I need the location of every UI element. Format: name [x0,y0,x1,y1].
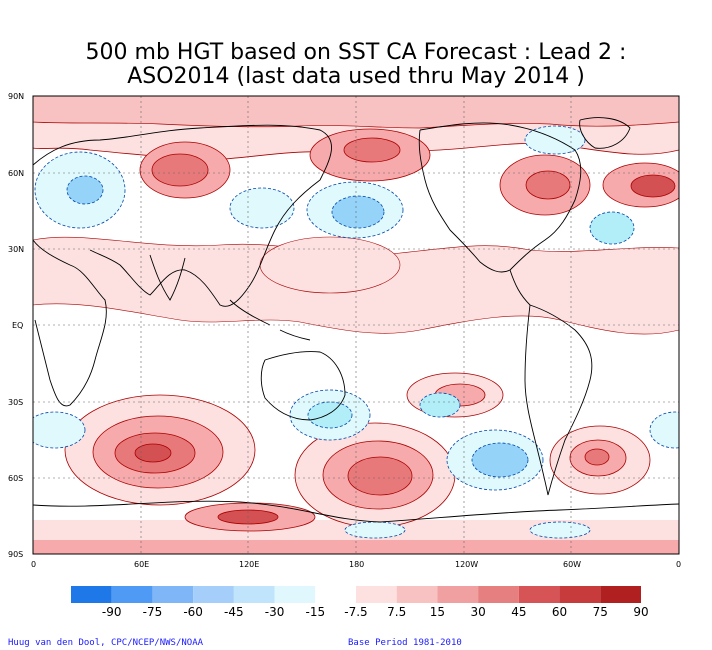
colorbar-label: 45 [511,605,526,619]
colorbar-swatch [233,586,275,603]
coast-south-america [524,304,593,496]
sh-positive-indian-center [134,443,172,463]
lon-label-120w: 120W [455,560,478,569]
coast-india [149,254,186,301]
coast-africa [33,239,107,407]
coast-australia [260,351,346,421]
nh-positive-atlantic-core [630,174,676,198]
coastlines [33,117,679,523]
credit-text: Huug van den Dool, CPC/NCEP/NWS/NOAA [8,638,204,648]
lat-label-90n: 90N [8,92,24,101]
coast-antarctica [33,500,679,523]
colorbar-swatch [193,586,234,603]
colorbar-label: -30 [265,605,285,619]
colorbar-swatch [559,586,601,603]
colorbar-swatch [437,586,479,603]
colorbar-label: 90 [633,605,648,619]
colorbar-label: 7.5 [387,605,406,619]
chart-title-line-1: 500 mb HGT based on SST CA Forecast : Le… [85,40,627,65]
colorbar-label: 15 [430,605,445,619]
colorbar-label: 60 [552,605,567,619]
sh-negative-east-atlantic [649,411,679,449]
colorbar-swatch [518,586,560,603]
sh-negative-tasman [419,392,461,418]
sh-negative-drake [529,521,591,539]
colorbar-label: -90 [102,605,122,619]
lat-label-90s: 90S [8,550,23,559]
nh-negative-npacific-core [331,195,385,229]
nh-positive-america-core [525,170,571,200]
map-frame [32,95,680,555]
lon-label-60w: 60W [563,560,581,569]
lat-axis: 90N 60N 30N EQ 30S 60S 90S [8,92,24,559]
coast-north-america [418,122,582,273]
colorbar-label: 75 [593,605,608,619]
lon-label-0-left: 0 [31,560,36,569]
lon-label-60e: 60E [134,560,149,569]
colorbar-swatch [396,586,438,603]
chart-title-line-2: ASO2014 (last data used thru May 2014 ) [127,64,585,89]
sh-negative-atlantic [33,411,86,449]
lat-label-60n: 60N [8,169,24,178]
nh-positive-eurasia-core [151,153,209,187]
nh-negative-asia [229,187,295,229]
lat-label-60s: 60S [8,474,23,483]
lat-label-30n: 30N [8,245,24,254]
colorbar-label: -75 [143,605,163,619]
colorbar-label: -7.5 [344,605,367,619]
coast-seasia [229,299,311,341]
lon-label-0-right: 0 [676,560,681,569]
colorbar-swatch [356,586,397,603]
coast-central-america [509,269,531,306]
base-period-text: Base Period 1981-2010 [348,638,462,648]
colorbar-swatch [111,586,153,603]
sh-negative-ross [344,521,406,539]
coast-greenland [579,117,631,149]
coast-eurasia [33,124,332,307]
tropical-positive-nw-pacific [259,236,401,294]
colorbar-swatch [478,586,519,603]
colorbar-label: -45 [224,605,244,619]
sh-positive-southamerica-center [584,448,610,466]
nh-negative-atlantic [589,211,635,245]
nh-negative-europe-core [66,175,104,205]
colorbar-swatch [315,586,356,603]
sh-negative-spacific-core [471,442,529,478]
lon-label-120e: 120E [239,560,259,569]
nh-positive-pacific-core [343,137,401,163]
colorbar-swatch [600,586,641,603]
colorbar: -90 -75 -60 -45 -30 -15 -7.5 7.5 15 30 45 60 75 90 [71,586,649,619]
lon-axis: 0 60E 120E 180 120W 60W 0 [31,560,681,569]
sh-positive-pacific-core [347,456,413,496]
colorbar-swatch [71,586,112,603]
anomaly-field [33,96,679,554]
graticule [33,96,679,554]
lat-label-eq: EQ [12,321,23,330]
sh-negative-australia-core [307,401,353,429]
colorbar-label: -60 [183,605,203,619]
lon-label-180: 180 [349,560,364,569]
colorbar-swatch [152,586,194,603]
lat-label-30s: 30S [8,398,23,407]
colorbar-label: 30 [470,605,485,619]
colorbar-swatch [274,586,316,603]
colorbar-label: -15 [305,605,325,619]
